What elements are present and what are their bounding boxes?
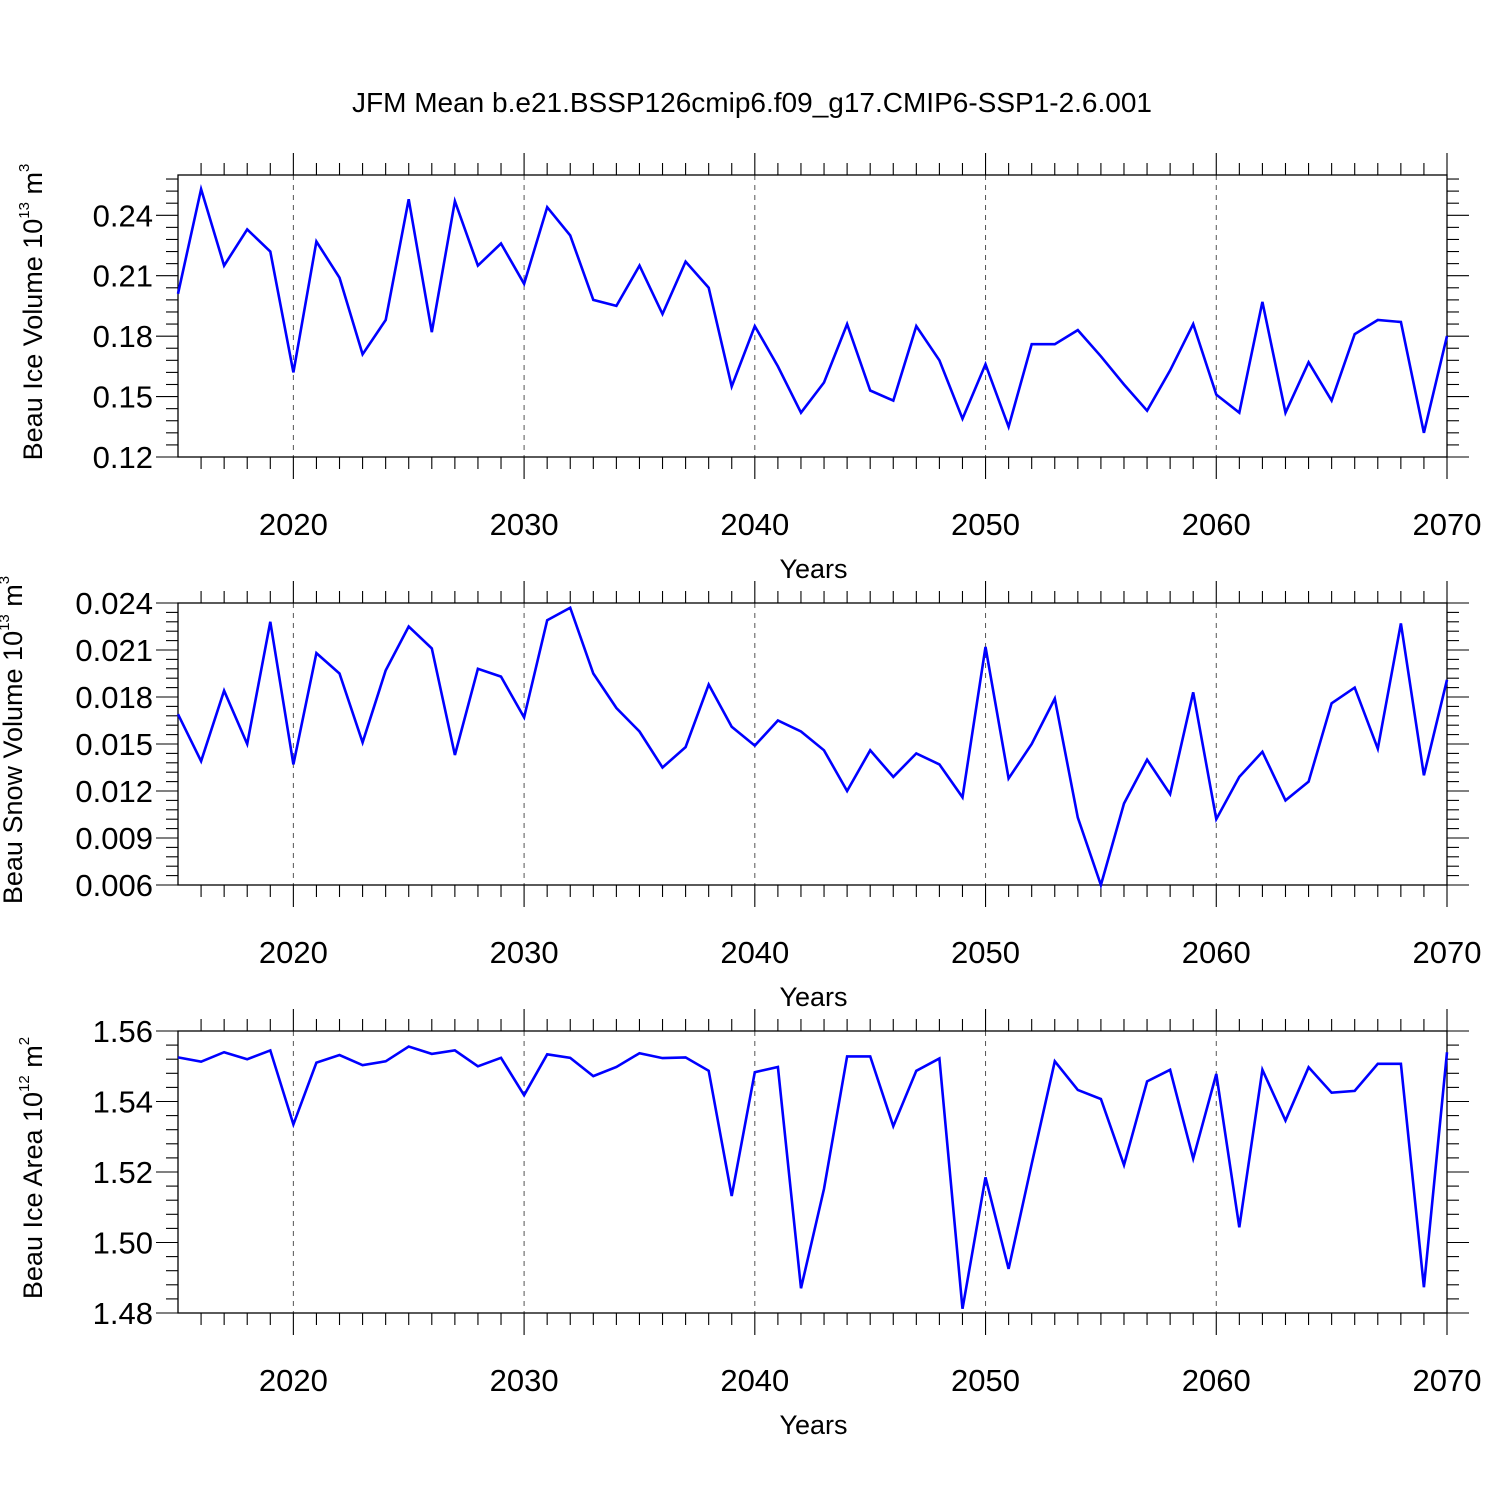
y-axis-label: Beau Ice Area 1012 m2 bbox=[16, 1037, 48, 1299]
y-tick-label: 0.018 bbox=[75, 680, 153, 715]
series-line bbox=[176, 605, 1449, 890]
x-tick-label: 2040 bbox=[720, 935, 789, 970]
panel-3: 1.48 1.50 1.52 1.54 1.56 2020 2030 2040 2050 2060… bbox=[16, 1009, 1481, 1440]
y-tick-label: 0.009 bbox=[75, 821, 153, 856]
x-axis-label: Years bbox=[779, 982, 847, 1012]
x-tick-label: 2040 bbox=[720, 507, 789, 542]
x-tick-label: 2050 bbox=[951, 507, 1020, 542]
x-tick-label: 2060 bbox=[1182, 935, 1251, 970]
y-tick-label: 0.015 bbox=[75, 727, 153, 762]
x-tick-label: 2020 bbox=[259, 507, 328, 542]
x-axis-label: Years bbox=[779, 554, 847, 584]
panel-1: 0.12 0.15 0.18 0.21 0.24 2020 2030 2040 2050 2060… bbox=[16, 153, 1481, 584]
x-tick-label: 2070 bbox=[1413, 935, 1482, 970]
y-axis-label-part: m bbox=[18, 172, 48, 202]
y-tick-label: 0.012 bbox=[75, 774, 153, 809]
x-tick-label: 2030 bbox=[490, 1363, 559, 1398]
y-axis-label-part: m bbox=[0, 584, 28, 614]
x-axis-label: Years bbox=[779, 1410, 847, 1440]
y-axis-label-part: m bbox=[18, 1045, 48, 1075]
x-tick-label: 2040 bbox=[720, 1363, 789, 1398]
x-tick-label: 2070 bbox=[1413, 1363, 1482, 1398]
x-tick-label: 2060 bbox=[1182, 1363, 1251, 1398]
y-axis-label-superscript: 2 bbox=[16, 1037, 33, 1045]
x-tick-label: 2020 bbox=[259, 935, 328, 970]
x-tick-label: 2050 bbox=[951, 935, 1020, 970]
x-tick-label: 2020 bbox=[259, 1363, 328, 1398]
y-tick-label: 0.006 bbox=[75, 868, 153, 903]
y-axis-label-part: Beau Ice Area 10 bbox=[18, 1092, 48, 1299]
x-tick-label: 2060 bbox=[1182, 507, 1251, 542]
y-tick-label: 1.48 bbox=[93, 1296, 153, 1331]
y-axis-label: Beau Ice Volume 1013 m3 bbox=[16, 164, 48, 461]
y-axis-label-part: Beau Ice Volume 10 bbox=[18, 219, 48, 461]
y-axis-label-superscript: 3 bbox=[16, 164, 33, 172]
y-axis-label-superscript: 12 bbox=[16, 1075, 33, 1092]
y-tick-label: 0.18 bbox=[93, 319, 153, 354]
y-tick-label: 1.52 bbox=[93, 1155, 153, 1190]
y-tick-label: 1.54 bbox=[93, 1085, 153, 1120]
y-axis-label-superscript: 3 bbox=[0, 576, 13, 584]
y-axis-label: Beau Snow Volume 1013 m3 bbox=[0, 576, 28, 904]
y-axis-label-part: Beau Snow Volume 10 bbox=[0, 631, 28, 904]
x-tick-label: 2030 bbox=[490, 507, 559, 542]
series-line bbox=[177, 1045, 1449, 1310]
series-line bbox=[176, 183, 1449, 434]
figure-title: JFM Mean b.e21.BSSP126cmip6.f09_g17.CMIP… bbox=[352, 87, 1152, 118]
panels: 0.12 0.15 0.18 0.21 0.24 2020 2030 2040 2050 2060… bbox=[0, 153, 1481, 1440]
y-tick-label: 0.24 bbox=[93, 198, 153, 233]
y-tick-label: 0.12 bbox=[93, 440, 153, 475]
y-tick-label: 1.50 bbox=[93, 1226, 153, 1261]
x-tick-label: 2050 bbox=[951, 1363, 1020, 1398]
x-tick-label: 2070 bbox=[1413, 507, 1482, 542]
y-tick-label: 0.024 bbox=[75, 586, 153, 621]
plot-frame bbox=[177, 174, 1448, 458]
y-axis-label-superscript: 13 bbox=[16, 202, 33, 219]
y-axis-label-superscript: 13 bbox=[0, 614, 13, 631]
y-tick-label: 0.21 bbox=[93, 259, 153, 294]
x-tick-label: 2030 bbox=[490, 935, 559, 970]
y-tick-label: 1.56 bbox=[93, 1014, 153, 1049]
y-tick-label: 0.021 bbox=[75, 633, 153, 668]
panel-2: 0.006 0.009 0.012 0.015 0.018 0.021 0.024 2020 2… bbox=[0, 576, 1481, 1012]
y-tick-label: 0.15 bbox=[93, 380, 153, 415]
